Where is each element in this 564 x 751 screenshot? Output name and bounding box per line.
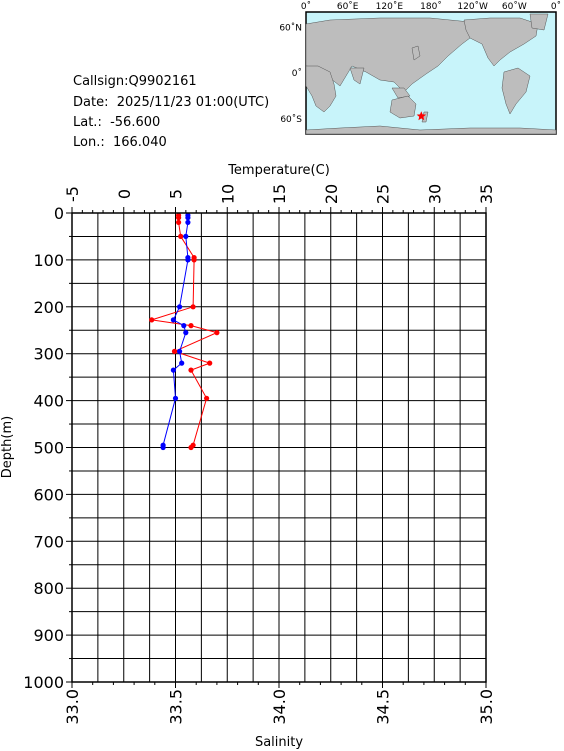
salinity-data-point	[179, 360, 185, 366]
depth-tick-label: 500	[33, 439, 64, 458]
chart-tick-labels: -5 0 5 10 15 20 25 30 35 33.0 33.5 34.0 34.5 35.0 0 100…	[23, 184, 496, 725]
station-star-icon	[416, 111, 427, 121]
depth-axis-title: Depth(m)	[0, 416, 15, 478]
depth-tick-label: 600	[33, 485, 64, 504]
depth-tick-label: 700	[33, 532, 64, 551]
map-lon-label: 60˚E	[337, 1, 359, 12]
depth-tick-label: 900	[33, 626, 64, 645]
salinity-data-point	[177, 304, 183, 310]
temperature-data-point	[191, 257, 197, 263]
salinity-axis-title: Salinity	[255, 735, 303, 750]
map-lon-label: 180˚	[420, 1, 442, 12]
salinity-data-point	[177, 348, 183, 354]
temperature-tick-label: 0	[115, 189, 134, 199]
temperature-tick-label: 5	[167, 189, 186, 199]
salinity-data-point	[185, 219, 191, 225]
salinity-data-point	[185, 212, 191, 218]
temperature-data-point	[171, 348, 178, 354]
temperature-data-point	[214, 330, 220, 336]
salinity-data-point	[185, 215, 191, 221]
depth-tick-label: 300	[33, 345, 64, 364]
temperature-data-point	[191, 255, 197, 261]
date-text: Date: 2025/11/23 01:00(UTC)	[73, 95, 270, 110]
depth-tick-label: 200	[33, 298, 64, 317]
salinity-data-point	[160, 444, 166, 451]
temperature-data-point	[188, 367, 194, 373]
chart-ticks	[66, 207, 487, 688]
depth-tick-label: 800	[33, 579, 64, 598]
temperature-tick-label: 25	[374, 184, 393, 204]
temperature-data-point	[190, 304, 196, 310]
depth-tick-label: 0	[54, 204, 64, 223]
salinity-data-point	[183, 233, 189, 239]
temperature-tick-label: 15	[270, 184, 289, 204]
salinity-data-point	[185, 255, 191, 261]
map-lon-label: 0˚	[551, 1, 561, 12]
temperature-data-point	[176, 219, 182, 225]
salinity-tick-label: 34.0	[270, 689, 289, 725]
salinity-tick-label: 34.5	[374, 689, 393, 725]
temperature-data-point	[178, 233, 184, 239]
temperature-data-point	[207, 360, 213, 366]
salinity-data-point	[172, 395, 179, 401]
plot-area-frame	[71, 212, 487, 683]
map-land	[305, 13, 557, 135]
temperature-tick-label: 10	[218, 184, 237, 204]
temperature-tick-label: 35	[477, 184, 496, 204]
salinity-tick-label: 33.0	[63, 689, 82, 725]
depth-tick-label: 1000	[23, 673, 64, 692]
salinity-tick-label: 35.0	[477, 689, 496, 725]
map-lon-label: 0˚	[301, 1, 311, 12]
chart-grid	[71, 212, 487, 683]
temperature-data-point	[188, 323, 194, 329]
temperature-tick-label: 20	[322, 184, 341, 204]
map-lat-label: 60˚N	[279, 22, 302, 33]
map-lat-label: 0˚	[292, 68, 302, 79]
salinity-data-point	[185, 257, 191, 263]
salinity-profile-line	[162, 215, 189, 448]
temperature-profile-line	[151, 215, 219, 448]
temperature-data-point	[190, 442, 196, 448]
salinity-tick-label: 33.5	[167, 689, 186, 725]
map-lon-label: 120˚W	[457, 1, 488, 12]
temperature-data-point	[149, 317, 155, 323]
temperature-data-point	[204, 395, 210, 401]
salinity-data-point	[183, 330, 189, 336]
map-lon-label: 120˚E	[376, 1, 404, 12]
callsign-text: Callsign:Q9902161	[73, 74, 197, 89]
longitude-text: Lon.: 166.040	[73, 135, 167, 150]
salinity-data-point	[181, 323, 187, 329]
depth-tick-label: 400	[33, 392, 64, 411]
chart-series	[149, 212, 220, 451]
temperature-data-point	[176, 215, 182, 221]
map-lon-label: 60˚W	[502, 1, 527, 12]
temperature-tick-label: -5	[63, 186, 82, 202]
salinity-data-point	[170, 367, 176, 373]
temperature-tick-label: 30	[425, 184, 444, 204]
map-lat-label: 60˚S	[280, 114, 302, 125]
latitude-text: Lat.: -56.600	[73, 115, 161, 130]
temperature-data-point	[188, 444, 194, 451]
temperature-data-point	[176, 212, 182, 218]
location-map: 0˚ 60˚E 120˚E 180˚ 120˚W 60˚W 0˚ 60˚N 0˚ 60˚S	[279, 1, 561, 135]
temperature-axis-title: Temperature(C)	[227, 163, 330, 178]
salinity-data-point	[160, 442, 166, 448]
salinity-data-point	[170, 317, 176, 323]
depth-tick-label: 100	[33, 251, 64, 270]
